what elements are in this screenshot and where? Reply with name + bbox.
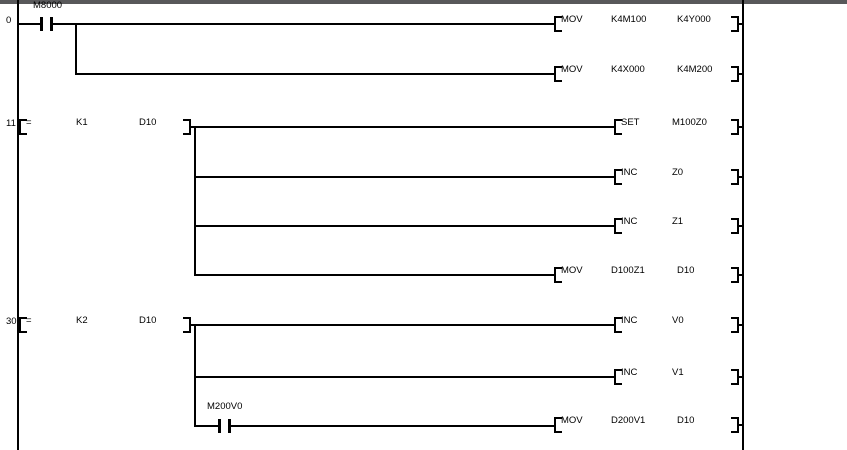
contact-m200v0[interactable]: M200V0 — [207, 401, 243, 440]
instruction-operand: D10 — [677, 415, 695, 426]
instruction-mov-k4y000[interactable]: MOV K4M100 K4Y000 — [554, 15, 742, 33]
instruction-operand: Z1 — [672, 216, 684, 227]
instruction-operand: D100Z1 — [611, 265, 645, 276]
contact-bar-icon — [40, 17, 43, 31]
instruction-bracket-left-icon — [554, 267, 562, 283]
instruction-operand: Z0 — [672, 167, 684, 178]
instruction-opcode: INC — [621, 367, 638, 378]
instruction-mov-k4m200[interactable]: MOV K4X000 K4M200 — [554, 65, 742, 83]
right-power-rail — [742, 0, 744, 450]
instruction-bracket-left-icon — [554, 417, 562, 433]
wire — [739, 23, 742, 25]
instruction-bracket-right-icon — [731, 369, 739, 385]
instruction-operand: D10 — [677, 265, 695, 276]
compare-eq-k2-d10[interactable]: = K2 D10 — [19, 316, 191, 334]
wire — [739, 274, 742, 276]
wire — [739, 424, 742, 426]
instruction-opcode: MOV — [561, 415, 583, 426]
instruction-mov-d200v1[interactable]: MOV D200V1 D10 — [554, 416, 742, 434]
window-border-top — [0, 0, 847, 4]
instruction-bracket-left-icon — [19, 317, 27, 333]
wire-branch — [194, 324, 196, 427]
wire — [739, 73, 742, 75]
rung-number-11: 11 — [6, 118, 16, 129]
compare-eq-k1-d10[interactable]: = K1 D10 — [19, 118, 191, 136]
rung-number-30: 30 — [6, 316, 17, 327]
instruction-bracket-left-icon — [614, 317, 622, 333]
instruction-bracket-right-icon — [731, 317, 739, 333]
instruction-bracket-left-icon — [19, 119, 27, 135]
wire — [739, 225, 742, 227]
contact-bar-icon — [218, 419, 221, 433]
instruction-operand: K4Y000 — [677, 14, 711, 25]
compare-operator: = — [26, 315, 32, 326]
instruction-opcode: SET — [621, 117, 640, 128]
instruction-opcode: INC — [621, 315, 638, 326]
wire — [739, 376, 742, 378]
instruction-operand: M100Z0 — [672, 117, 707, 128]
instruction-opcode: INC — [621, 167, 638, 178]
wire — [194, 176, 614, 178]
compare-operand: K2 — [76, 315, 88, 326]
compare-operand: D10 — [139, 117, 157, 128]
instruction-operand: V0 — [672, 315, 684, 326]
instruction-bracket-left-icon — [614, 369, 622, 385]
instruction-opcode: INC — [621, 216, 638, 227]
wire — [231, 425, 554, 427]
wire — [739, 126, 742, 128]
wire — [194, 376, 614, 378]
left-power-rail — [17, 0, 19, 450]
wire — [75, 73, 554, 75]
rung-number-0: 0 — [6, 15, 12, 26]
instruction-bracket-right-icon — [183, 317, 191, 333]
wire — [53, 23, 554, 25]
instruction-bracket-left-icon — [554, 16, 562, 32]
instruction-bracket-right-icon — [731, 218, 739, 234]
wire — [194, 425, 218, 427]
instruction-bracket-left-icon — [554, 66, 562, 82]
instruction-opcode: MOV — [561, 64, 583, 75]
instruction-bracket-left-icon — [614, 119, 622, 135]
wire — [191, 126, 614, 128]
instruction-bracket-right-icon — [731, 417, 739, 433]
instruction-bracket-left-icon — [614, 218, 622, 234]
instruction-set-m100z0[interactable]: SET M100Z0 — [614, 118, 742, 136]
compare-operator: = — [26, 117, 32, 128]
contact-m8000[interactable]: M8000 — [33, 1, 67, 33]
instruction-bracket-right-icon — [731, 66, 739, 82]
contact-bar-icon — [50, 17, 53, 31]
compare-operand: D10 — [139, 315, 157, 326]
instruction-bracket-right-icon — [731, 267, 739, 283]
instruction-operand: D200V1 — [611, 415, 646, 426]
contact-label: M200V0 — [207, 401, 243, 412]
instruction-operand: K4X000 — [611, 64, 645, 75]
instruction-inc-z1[interactable]: INC Z1 — [614, 217, 742, 235]
instruction-opcode: MOV — [561, 14, 583, 25]
instruction-opcode: MOV — [561, 265, 583, 276]
instruction-inc-v0[interactable]: INC V0 — [614, 316, 742, 334]
instruction-bracket-right-icon — [731, 16, 739, 32]
contact-label: M8000 — [33, 0, 63, 11]
wire — [194, 225, 614, 227]
compare-operand: K1 — [76, 117, 88, 128]
wire-branch — [194, 126, 196, 276]
instruction-inc-v1[interactable]: INC V1 — [614, 368, 742, 386]
wire — [739, 176, 742, 178]
instruction-operand: K4M200 — [677, 64, 713, 75]
instruction-inc-z0[interactable]: INC Z0 — [614, 168, 742, 186]
wire — [739, 324, 742, 326]
instruction-operand: K4M100 — [611, 14, 647, 25]
instruction-bracket-right-icon — [731, 169, 739, 185]
instruction-bracket-right-icon — [183, 119, 191, 135]
wire — [194, 274, 554, 276]
wire — [19, 23, 40, 25]
wire-branch — [75, 23, 77, 75]
contact-bar-icon — [228, 419, 231, 433]
instruction-bracket-left-icon — [614, 169, 622, 185]
wire — [191, 324, 614, 326]
instruction-mov-d100z1[interactable]: MOV D100Z1 D10 — [554, 266, 742, 284]
instruction-bracket-right-icon — [731, 119, 739, 135]
instruction-operand: V1 — [672, 367, 684, 378]
